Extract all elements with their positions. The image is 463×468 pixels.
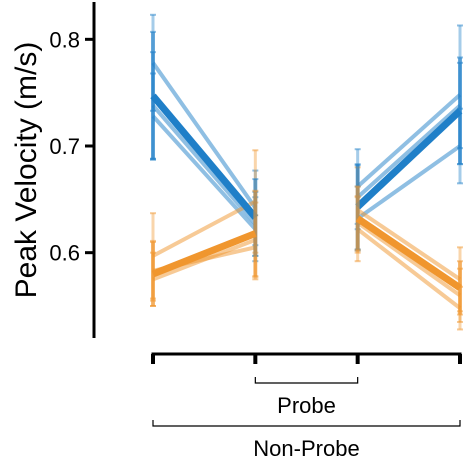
segment-orange-right-mean xyxy=(354,185,463,316)
line-blue-right-b xyxy=(356,103,462,199)
segment-orange-right-c xyxy=(354,195,463,323)
bracket-line-1 xyxy=(152,420,461,427)
bracket-line-0 xyxy=(254,377,359,384)
line-orange-right-a xyxy=(356,208,462,281)
bracket-non-probe: Non-Probe xyxy=(152,420,461,461)
line-blue-left-b xyxy=(151,104,257,226)
segment-blue-right-b xyxy=(354,61,463,231)
y-tick-label-1: 0.7 xyxy=(49,134,80,159)
y-axis-label: Peak Velocity (m/s) xyxy=(10,42,43,299)
line-orange-left-a xyxy=(152,199,257,258)
bracket-probe: Probe xyxy=(254,377,359,418)
bracket-label-1: Non-Probe xyxy=(253,436,359,461)
line-orange-left-mean xyxy=(151,230,257,278)
x-axis xyxy=(151,352,462,364)
line-orange-right-c xyxy=(356,221,462,297)
line-blue-right-mean xyxy=(355,108,463,210)
data-segments xyxy=(150,13,463,331)
y-axis: 0.6 0.7 0.8 xyxy=(49,2,96,338)
line-orange-right-mean xyxy=(355,215,462,291)
y-tick-label-2: 0.8 xyxy=(49,27,80,52)
bracket-label-0: Probe xyxy=(277,393,336,418)
segment-blue-left-mean xyxy=(150,30,259,257)
condition-brackets: Probe Non-Probe xyxy=(152,377,461,461)
y-tick-label-0: 0.6 xyxy=(49,241,80,266)
line-blue-left-a xyxy=(151,61,257,210)
line-orange-right-b xyxy=(356,227,462,310)
line-blue-right-a xyxy=(356,93,462,189)
segment-orange-left-mean xyxy=(150,189,259,307)
line-blue-left-mean xyxy=(150,93,259,220)
line-blue-right-c xyxy=(356,144,462,221)
